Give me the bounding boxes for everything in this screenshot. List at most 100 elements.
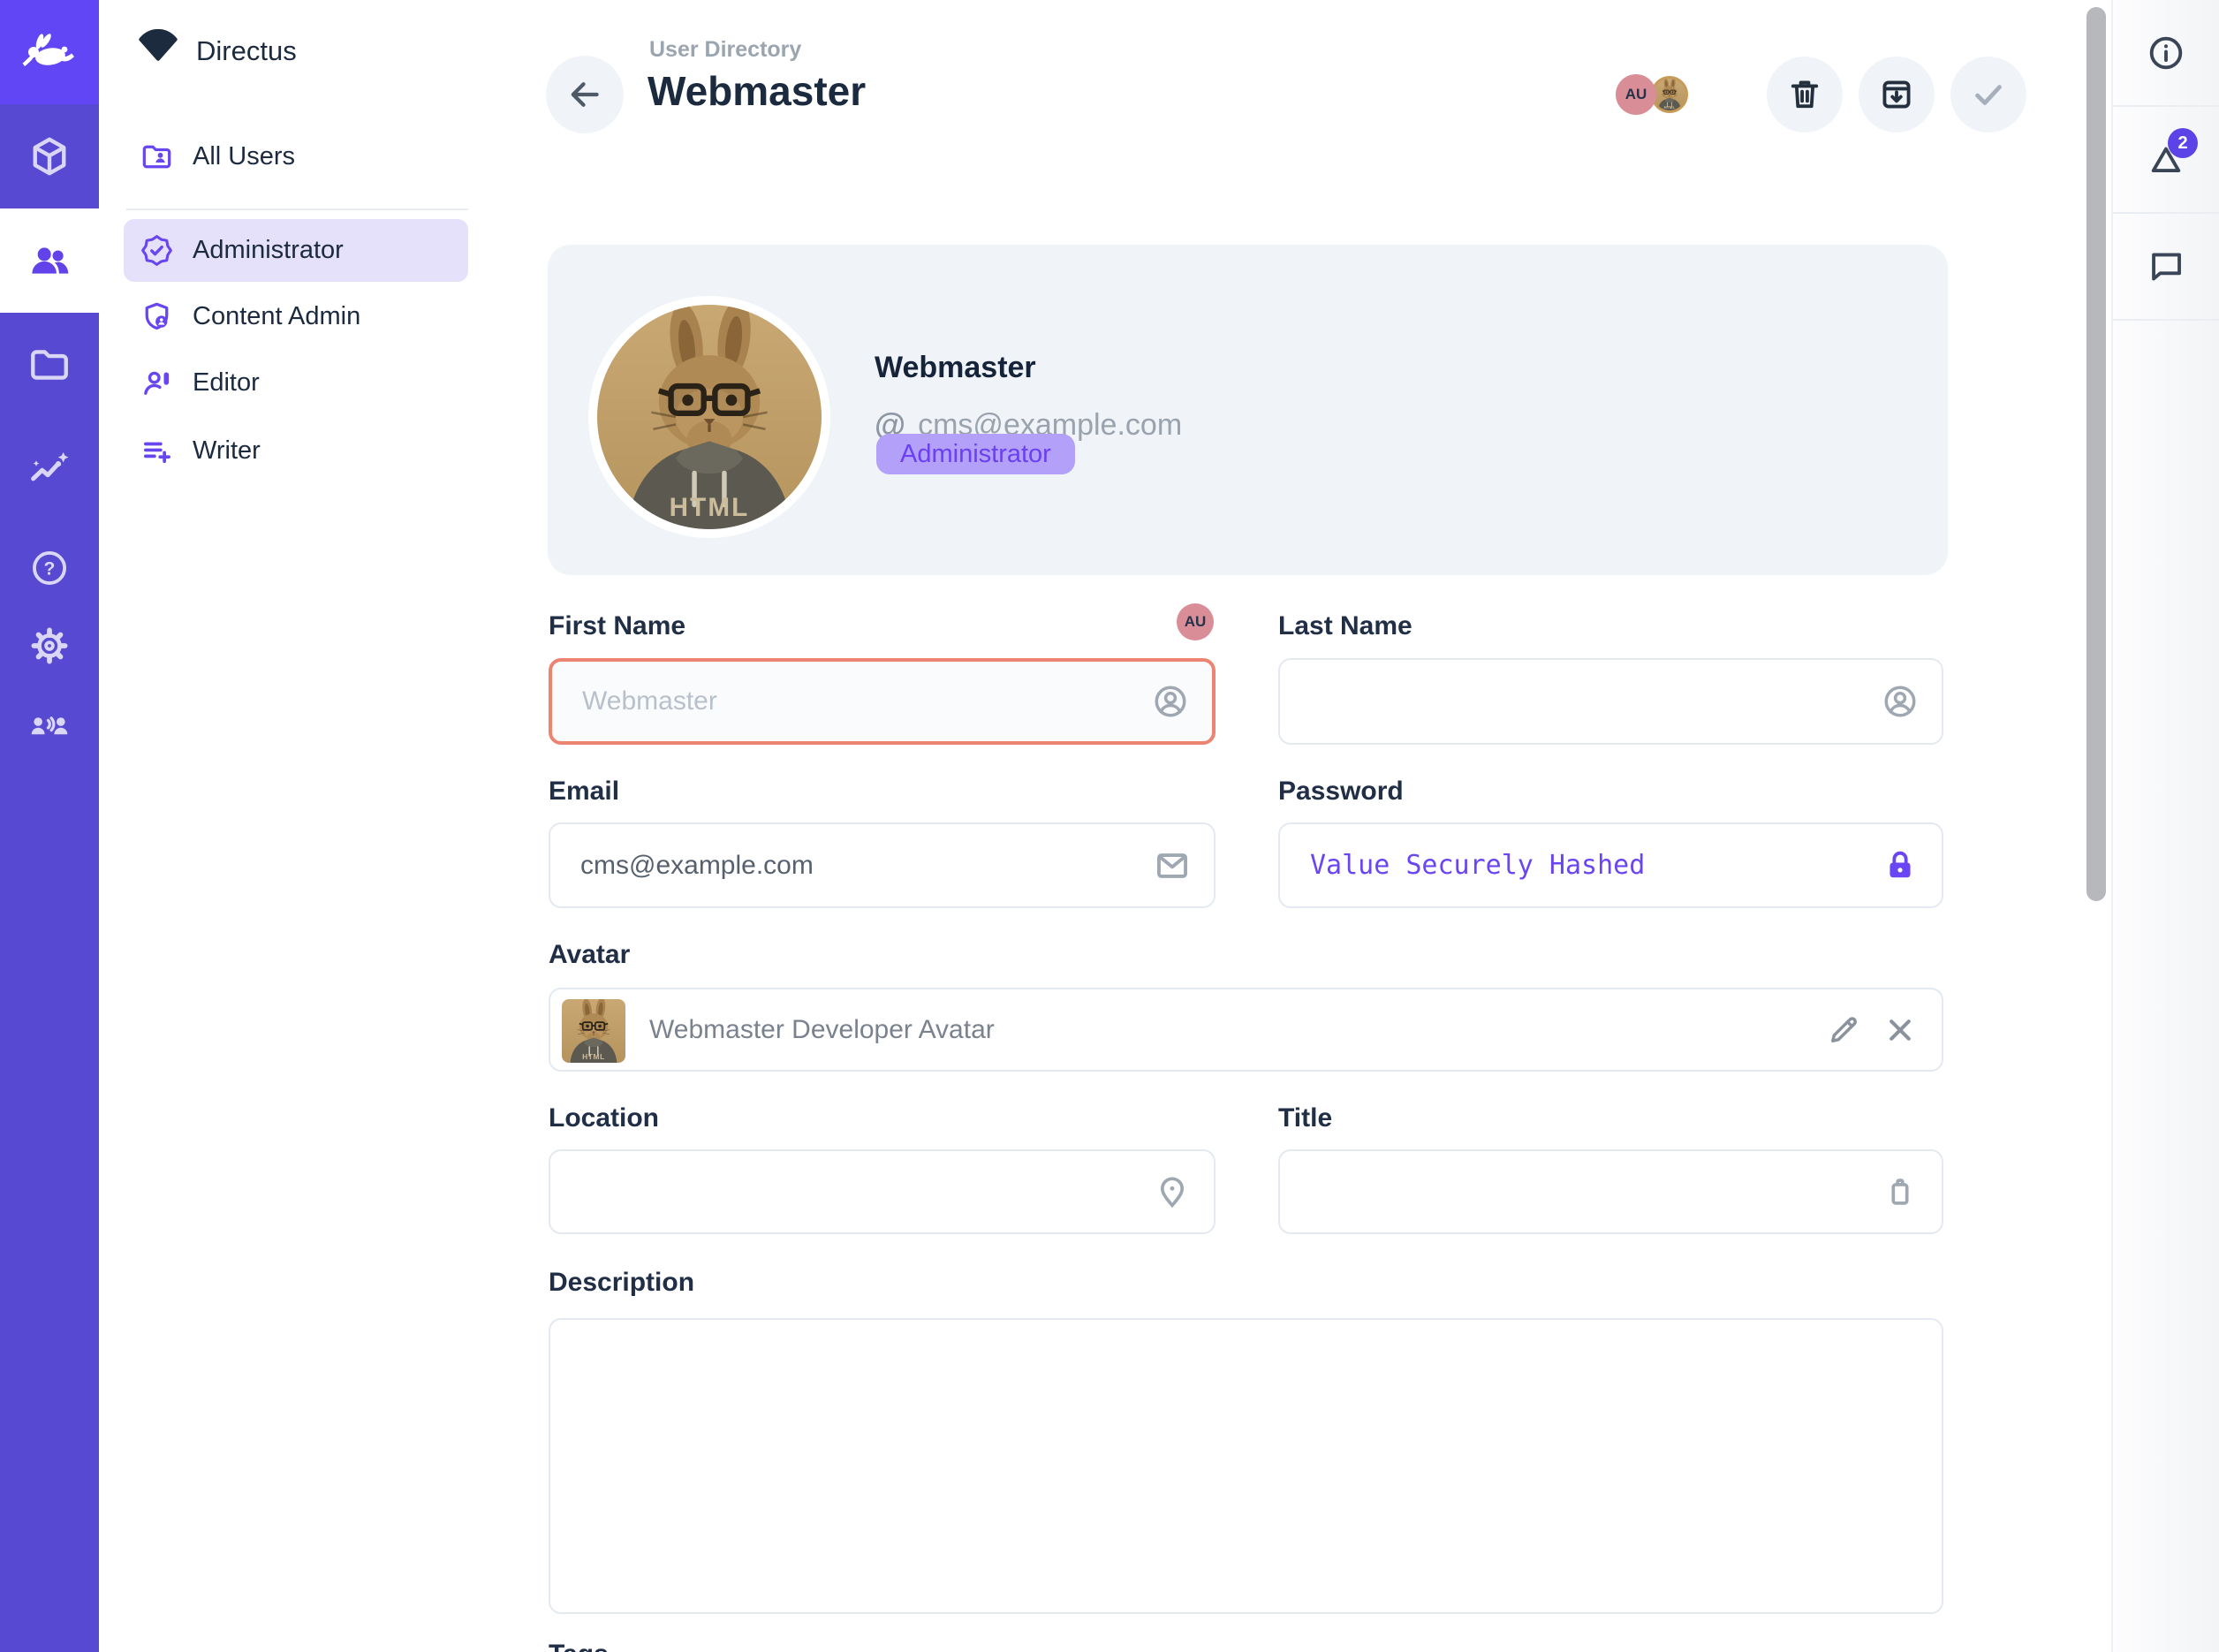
email-label: Email	[549, 777, 620, 806]
title-input[interactable]	[1280, 1177, 1942, 1207]
folder-icon	[31, 350, 68, 380]
sidebar-item-label: Administrator	[193, 236, 344, 264]
first-name-label: First Name	[549, 611, 686, 640]
card-user-name: Webmaster	[875, 351, 1036, 384]
last-name-input[interactable]	[1280, 686, 1942, 716]
archive-button[interactable]	[1859, 57, 1935, 133]
divider	[2113, 105, 2219, 107]
user-summary-card: Webmaster @ cms@example.com Administrato…	[548, 245, 1948, 575]
module-translations[interactable]	[0, 686, 99, 766]
people-icon	[32, 247, 69, 274]
sidebar-item-label: Editor	[193, 368, 260, 397]
briefcase-icon	[1882, 1173, 1919, 1210]
lock-icon	[1882, 847, 1919, 884]
nav-divider	[126, 208, 468, 210]
module-content[interactable]	[0, 104, 99, 208]
avatar-label: Avatar	[549, 940, 631, 969]
notifications-badge: 2	[2168, 128, 2198, 158]
email-input[interactable]	[550, 850, 1214, 881]
module-bar: ?	[0, 0, 99, 1652]
avatar-field: Webmaster Developer Avatar	[549, 988, 1943, 1072]
last-name-label: Last Name	[1278, 611, 1412, 640]
location-input[interactable]	[550, 1177, 1214, 1207]
password-input[interactable]	[1280, 850, 1942, 881]
badge-count: 2	[2177, 133, 2188, 153]
last-name-field	[1278, 658, 1943, 745]
person-edit-icon	[144, 371, 170, 395]
avatar	[588, 296, 830, 538]
sidebar-item-content-admin[interactable]: Content Admin	[124, 285, 468, 348]
role-badge-label: Administrator	[900, 439, 1051, 468]
password-field	[1278, 822, 1943, 908]
rabbit-avatar-thumb	[562, 999, 625, 1063]
password-label: Password	[1278, 777, 1404, 806]
sidebar-item-all-users[interactable]: All Users	[124, 125, 468, 188]
module-files[interactable]	[0, 313, 99, 417]
save-button[interactable]	[1950, 57, 2026, 133]
presence-initials: AU	[1624, 86, 1647, 102]
rabbit-avatar-large	[597, 305, 822, 529]
playlist-add-icon	[144, 442, 170, 464]
avatar-file-name[interactable]: Webmaster Developer Avatar	[649, 1014, 995, 1044]
help-icon: ?	[33, 551, 66, 585]
chip-initials: AU	[1184, 613, 1207, 630]
scrollbar-thumb[interactable]	[2086, 7, 2106, 901]
rabbit-icon	[22, 34, 74, 66]
arrow-left-icon	[571, 82, 599, 107]
page-title: Webmaster	[648, 68, 867, 114]
delete-button[interactable]	[1767, 57, 1843, 133]
sidebar-item-administrator[interactable]: Administrator	[124, 219, 468, 282]
settings-icon	[31, 627, 68, 664]
mail-icon	[1154, 847, 1191, 884]
project-header[interactable]: Directus	[134, 25, 297, 78]
rabbit-avatar-small	[1654, 79, 1685, 110]
comment-icon	[2152, 253, 2181, 280]
back-button[interactable]	[546, 56, 624, 133]
module-users-active[interactable]	[0, 208, 99, 313]
breadcrumb[interactable]: User Directory	[649, 37, 802, 62]
map-pin-icon	[1154, 1173, 1191, 1210]
verified-badge-icon	[141, 235, 172, 266]
module-settings[interactable]	[0, 606, 99, 686]
divider	[2113, 319, 2219, 321]
sidebar-item-label: All Users	[193, 142, 296, 171]
archive-icon	[1882, 80, 1911, 109]
role-badge: Administrator	[876, 434, 1075, 474]
close-icon[interactable]	[1882, 1012, 1919, 1049]
description-label: Description	[549, 1268, 695, 1297]
location-field	[549, 1149, 1216, 1234]
title-field	[1278, 1149, 1943, 1234]
divider	[2113, 212, 2219, 214]
account-circle-icon	[1882, 683, 1919, 720]
account-circle-icon	[1152, 683, 1189, 720]
revisions-triangle-icon	[2151, 147, 2181, 172]
directus-wing-logo	[139, 29, 178, 61]
sidebar-comments-button[interactable]	[2113, 214, 2219, 319]
sidebar-info-button[interactable]	[2113, 0, 2219, 105]
box-icon	[33, 137, 66, 176]
first-name-input[interactable]	[552, 686, 1212, 716]
trash-icon	[1791, 80, 1819, 109]
people-translate-icon	[31, 716, 68, 735]
presence-avatar-au: AU	[1616, 74, 1656, 115]
module-insights[interactable]	[0, 417, 99, 521]
sidebar-item-label: Content Admin	[193, 302, 361, 330]
right-sidebar: 2	[2111, 0, 2219, 1652]
presence-avatar-photo	[1651, 76, 1688, 113]
tags-label: Tags	[549, 1640, 609, 1652]
directus-rabbit-logo[interactable]	[0, 0, 99, 104]
avatar-thumbnail	[562, 999, 625, 1063]
sidebar: Directus All Users Administrator	[99, 0, 488, 1652]
location-label: Location	[549, 1103, 659, 1133]
edit-pencil-icon[interactable]	[1825, 1012, 1862, 1049]
sidebar-item-writer[interactable]: Writer	[124, 420, 468, 482]
sidebar-revisions-button[interactable]	[2113, 107, 2219, 212]
shield-user-icon	[145, 302, 169, 330]
svg-text:?: ?	[44, 559, 56, 580]
sidebar-item-editor[interactable]: Editor	[124, 352, 468, 414]
description-textarea[interactable]	[549, 1318, 1943, 1614]
first-name-field	[549, 658, 1216, 745]
email-field	[549, 822, 1216, 908]
module-help[interactable]: ?	[0, 528, 99, 608]
